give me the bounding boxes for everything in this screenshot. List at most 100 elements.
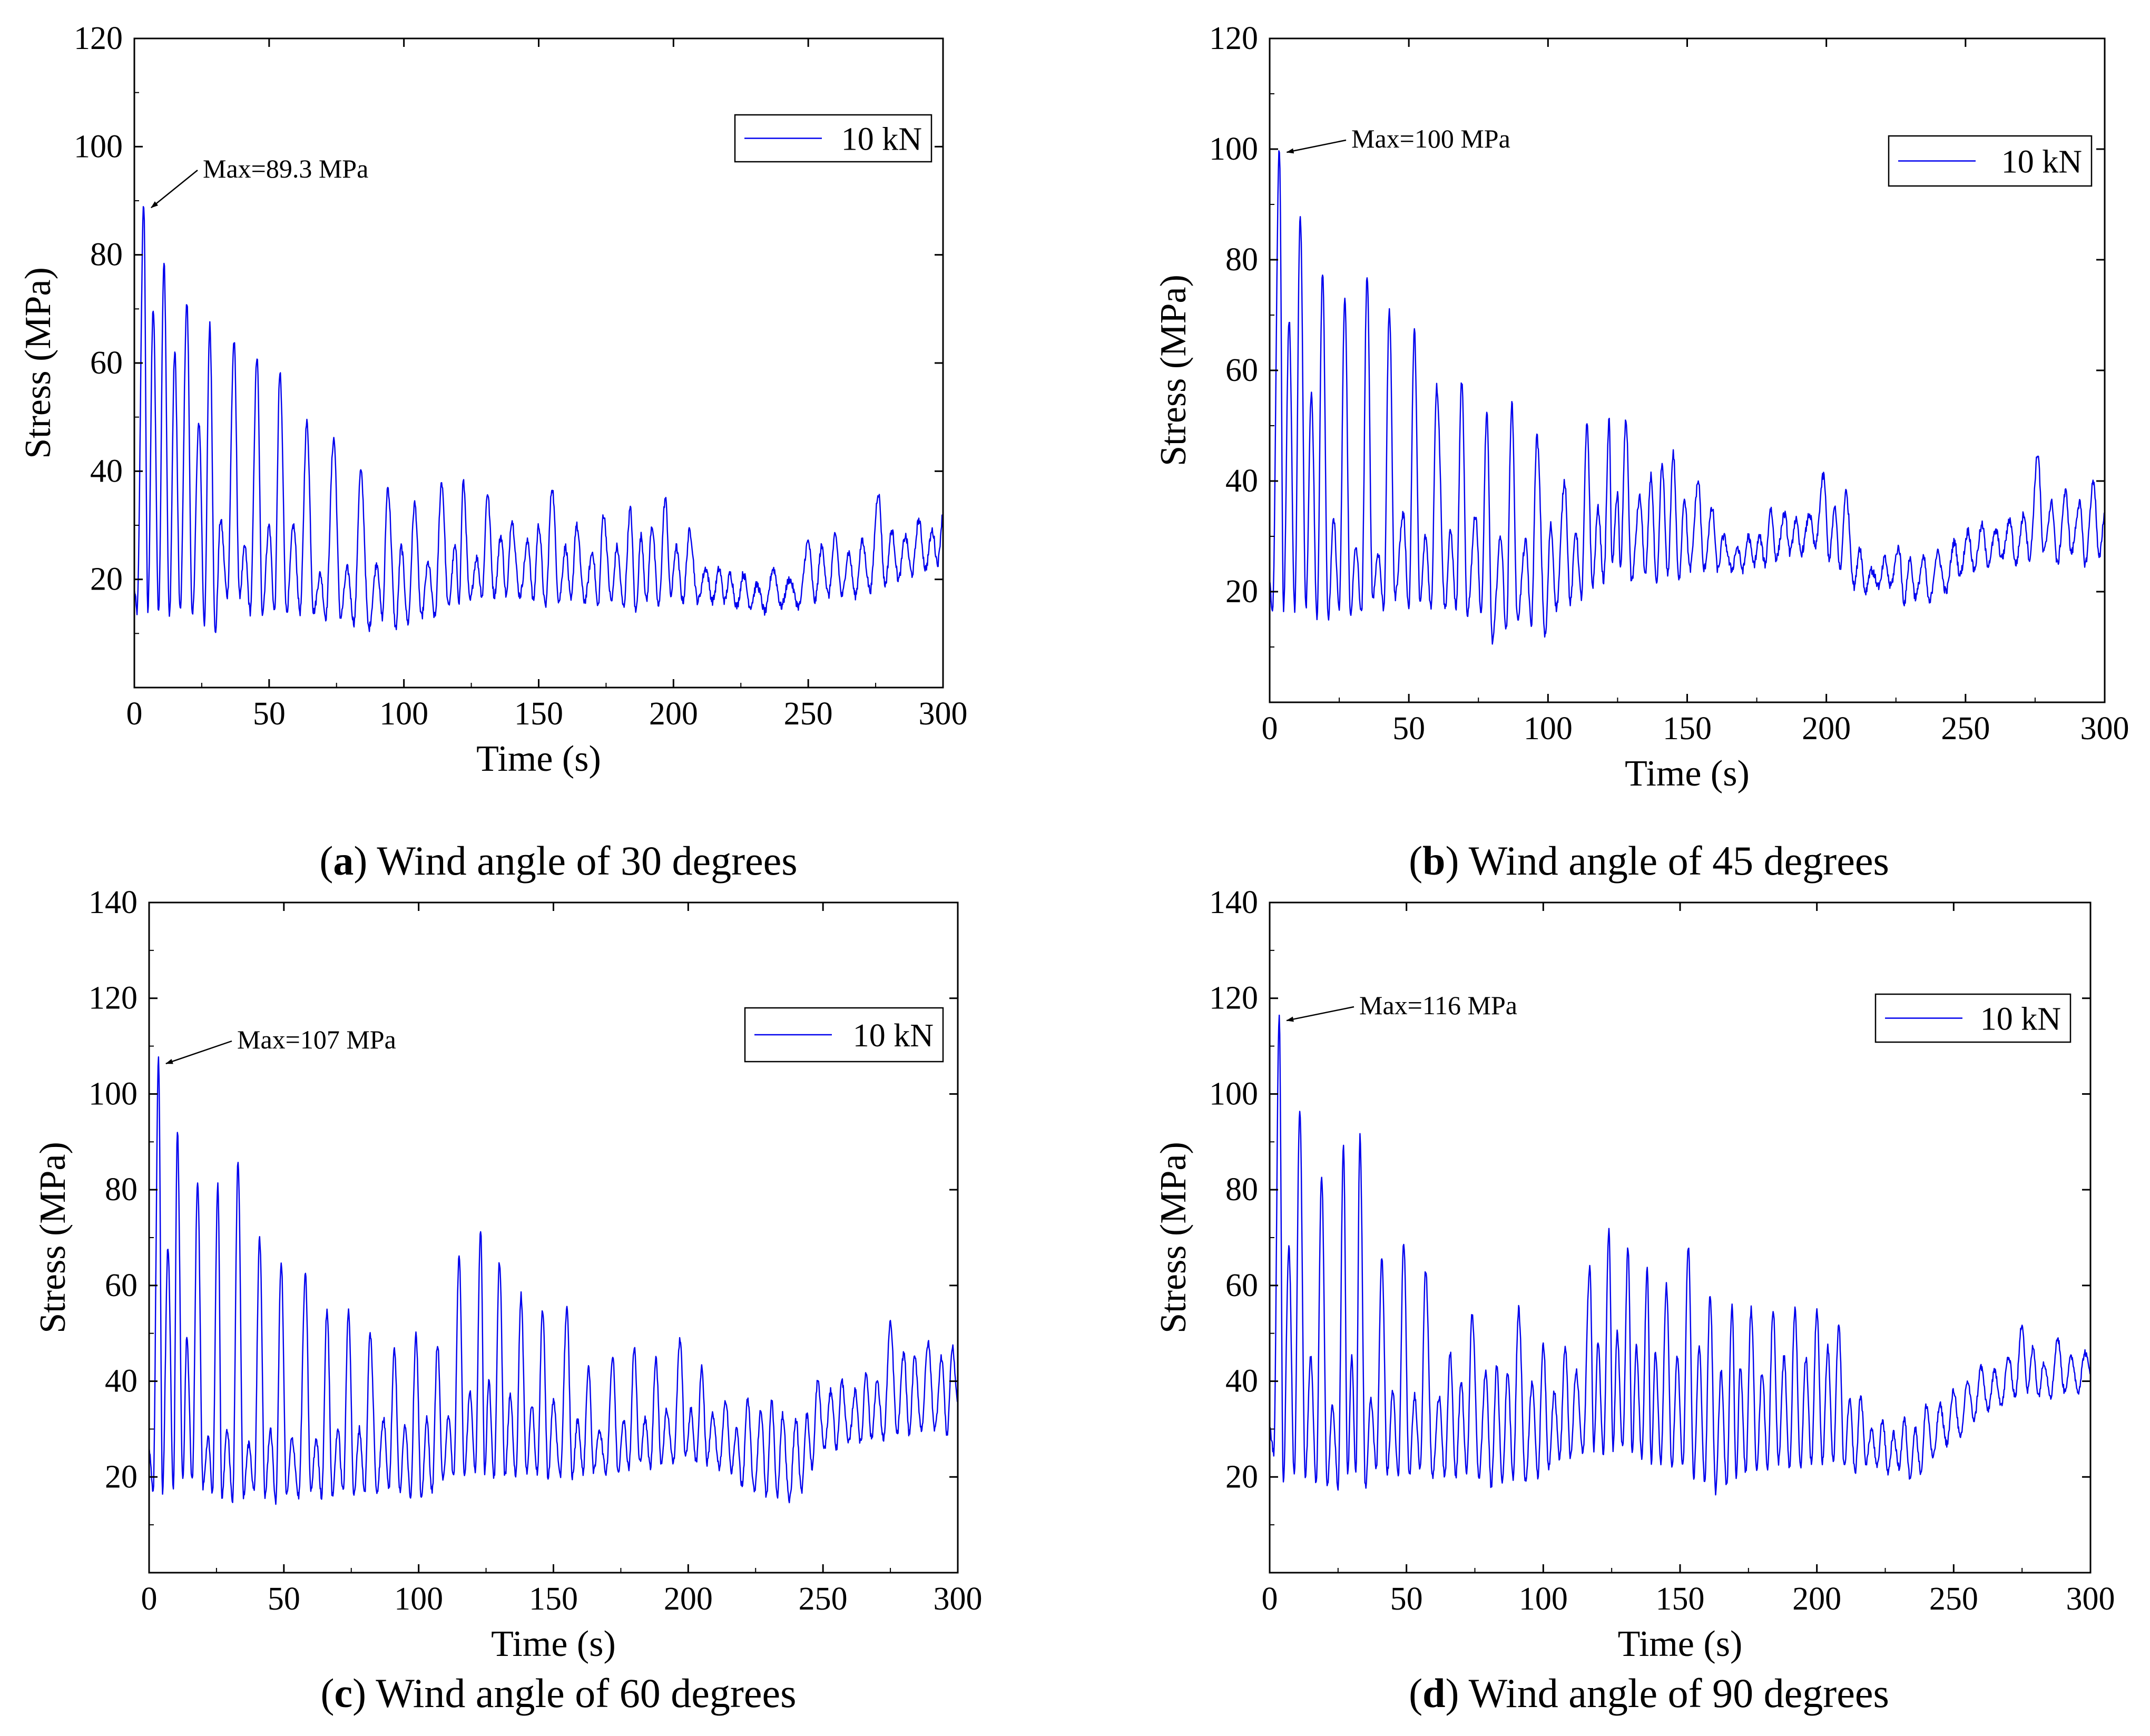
max-annotation: Max=100 MPa	[1351, 124, 1510, 153]
caption-text: Wind angle of 30 degrees	[377, 838, 797, 884]
x-axis-label: Time (s)	[1625, 753, 1750, 794]
x-tick-label: 0	[1262, 1581, 1278, 1617]
y-tick-label: 60	[105, 1268, 138, 1303]
x-axis-label: Time (s)	[476, 739, 601, 779]
chart-panel-c: 0 50 100 150 200 250 300 20 40 60 80 100 120 140 Time …	[33, 885, 983, 1716]
annotation-arrow	[165, 1040, 232, 1065]
y-tick-label: 80	[90, 237, 123, 273]
x-tick-label: 200	[664, 1581, 713, 1617]
panel-caption: (d) Wind angle of 90 degrees	[1409, 1670, 1889, 1716]
x-tick-label: 300	[2080, 711, 2129, 747]
y-tick-label: 120	[74, 21, 123, 56]
annotation-arrow	[151, 170, 198, 209]
y-tick-label: 120	[1209, 21, 1258, 56]
series-line-b	[1269, 150, 2106, 645]
y-tick-label: 140	[89, 885, 138, 920]
series-line-c	[148, 1056, 959, 1505]
max-annotation: Max=116 MPa	[1359, 990, 1517, 1020]
y-axis-label: Stress (MPa)	[33, 1142, 73, 1333]
y-tick-label: 140	[1209, 885, 1258, 920]
legend-label: 10 kN	[841, 122, 922, 158]
y-tick-label: 40	[1225, 1364, 1258, 1399]
y-tick-label: 100	[89, 1076, 138, 1112]
caption-paren: (	[321, 1670, 335, 1716]
y-tick-label: 20	[105, 1459, 138, 1495]
y-tick-label: 60	[90, 345, 123, 381]
caption-paren: (	[1409, 838, 1422, 884]
y-tick-label: 20	[90, 562, 123, 597]
legend-label: 10 kN	[1980, 1002, 2061, 1037]
x-tick-label: 300	[934, 1581, 983, 1617]
y-tick-label: 20	[1225, 1459, 1258, 1495]
series-line-a	[133, 206, 944, 633]
caption-text: Wind angle of 45 degrees	[1469, 838, 1889, 884]
annotation-arrow	[1286, 139, 1347, 154]
legend-box	[1874, 993, 2072, 1043]
x-tick-label: 100	[394, 1581, 443, 1617]
max-annotation: Max=107 MPa	[237, 1025, 396, 1054]
x-tick-label: 200	[649, 696, 698, 732]
x-tick-label: 150	[514, 696, 563, 732]
panel-caption: (b) Wind angle of 45 degrees	[1409, 838, 1889, 884]
caption-letter: c	[335, 1670, 353, 1716]
x-tick-label: 250	[799, 1581, 848, 1617]
x-tick-label: 0	[1262, 711, 1278, 747]
caption-paren: (	[319, 838, 333, 884]
y-axis-label: Stress (MPa)	[1153, 274, 1194, 466]
caption-paren: (	[1409, 1670, 1422, 1716]
caption-letter: b	[1422, 838, 1445, 884]
series-line-d	[1269, 1014, 2092, 1496]
x-tick-label: 150	[529, 1581, 578, 1617]
plot-frame	[148, 901, 959, 1574]
chart-panel-a: 0 50 100 150 200 250 300 20 40 60 80 100 120 Time (s)…	[18, 21, 968, 884]
y-tick-label: 120	[1209, 980, 1258, 1016]
y-axis-label: Stress (MPa)	[18, 267, 58, 459]
annotation-arrow	[1286, 1006, 1354, 1022]
x-tick-label: 50	[1390, 1581, 1423, 1617]
x-tick-label: 250	[1941, 711, 1990, 747]
caption-paren: )	[1446, 838, 1469, 884]
x-tick-label: 200	[1792, 1581, 1841, 1617]
x-tick-label: 250	[1929, 1581, 1978, 1617]
legend-label: 10 kN	[2001, 144, 2082, 180]
x-tick-label: 100	[1519, 1581, 1568, 1617]
y-tick-label: 40	[90, 453, 123, 489]
y-tick-label: 60	[1225, 352, 1258, 388]
y-tick-label: 40	[1225, 463, 1258, 499]
x-tick-label: 100	[1524, 711, 1573, 747]
y-tick-label: 100	[1209, 131, 1258, 167]
x-tick-label: 300	[919, 696, 968, 732]
x-tick-label: 100	[379, 696, 428, 732]
y-axis-label: Stress (MPa)	[1153, 1142, 1194, 1333]
caption-letter: a	[333, 838, 354, 884]
y-tick-label: 80	[105, 1172, 138, 1208]
y-tick-label: 120	[89, 980, 138, 1016]
caption-paren: )	[1446, 1670, 1469, 1716]
y-tick-label: 100	[1209, 1076, 1258, 1112]
caption-paren: )	[352, 1670, 376, 1716]
x-tick-label: 50	[268, 1581, 300, 1617]
y-tick-label: 100	[74, 129, 123, 164]
x-tick-label: 0	[126, 696, 143, 732]
panel-caption: (c) Wind angle of 60 degrees	[321, 1670, 797, 1716]
chart-panel-b: 0 50 100 150 200 250 300 20 40 60 80 100 120 Time (s)…	[1153, 21, 2129, 884]
x-tick-label: 50	[1392, 711, 1425, 747]
x-axis-label: Time (s)	[491, 1624, 616, 1664]
x-tick-label: 150	[1663, 711, 1712, 747]
x-tick-label: 250	[784, 696, 833, 732]
y-tick-label: 80	[1225, 242, 1258, 278]
caption-letter: d	[1422, 1670, 1445, 1716]
x-tick-label: 150	[1656, 1581, 1705, 1617]
caption-paren: )	[354, 838, 377, 884]
chart-panel-d: 0 50 100 150 200 250 300 20 40 60 80 100 120 140 Time …	[1153, 885, 2115, 1716]
caption-text: Wind angle of 90 degrees	[1469, 1670, 1889, 1716]
panel-caption: (a) Wind angle of 30 degrees	[319, 838, 797, 884]
x-tick-label: 0	[141, 1581, 158, 1617]
y-tick-label: 40	[105, 1364, 138, 1399]
y-tick-label: 80	[1225, 1172, 1258, 1208]
legend-label: 10 kN	[853, 1018, 934, 1054]
x-tick-label: 50	[253, 696, 286, 732]
x-axis-label: Time (s)	[1618, 1624, 1743, 1664]
y-tick-label: 20	[1225, 574, 1258, 610]
